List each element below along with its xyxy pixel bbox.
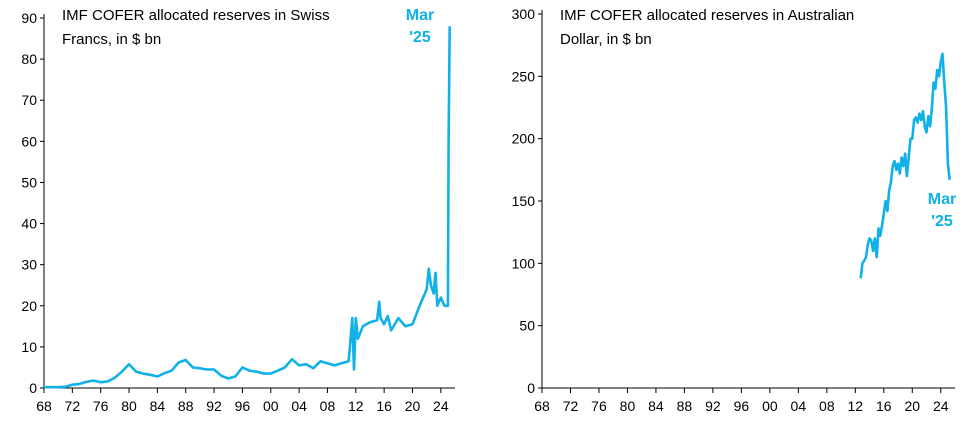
x-tick-label: 16: [376, 398, 392, 414]
x-tick-label: 08: [819, 398, 835, 414]
x-tick-label: 00: [263, 398, 279, 414]
x-tick-label: 88: [677, 398, 693, 414]
y-tick-label: 200: [512, 131, 536, 147]
x-tick-label: 88: [178, 398, 194, 414]
y-tick-label: 50: [519, 318, 535, 334]
swiss-franc-chart-canvas: 0 10 20 30 40 50 60 70 80 90 68 72 76 80 84 88 92 96 00 04 0…: [21, 7, 455, 414]
x-tick-label: 72: [65, 398, 81, 414]
swiss-franc-chart: 0 10 20 30 40 50 60 70 80 90 68 72 76 80 84 88 92 96 00 04 0…: [21, 7, 455, 414]
series-line: [44, 26, 451, 389]
x-tick-label: 80: [121, 398, 137, 414]
x-tick-label: 04: [791, 398, 807, 414]
x-tick-label: 92: [206, 398, 222, 414]
x-tick-label: 96: [235, 398, 251, 414]
x-tick-label: 68: [534, 398, 550, 414]
chart-title-line: IMF COFER allocated reserves in Australi…: [560, 7, 854, 24]
y-tick-label: 0: [29, 380, 37, 396]
x-tick-label: 92: [705, 398, 721, 414]
y-tick-label: 60: [21, 133, 37, 149]
y-tick-label: 250: [512, 68, 536, 84]
x-tick-label: 96: [734, 398, 750, 414]
chart-title-line: Dollar, in $ bn: [560, 31, 652, 48]
x-tick-label: 76: [93, 398, 109, 414]
x-tick-label: 80: [620, 398, 636, 414]
x-tick-label: 76: [591, 398, 607, 414]
annotation-label: Mar: [406, 7, 434, 24]
x-tick-label: 12: [348, 398, 364, 414]
australian-dollar-chart: 0 50 100 150 200 250 300 68 72 76 80 84 88 92 96 00 04 08…: [480, 0, 960, 422]
y-tick-label: 10: [21, 339, 37, 355]
y-tick-label: 40: [21, 216, 37, 232]
annotation-label: Mar: [928, 191, 956, 208]
y-tick-label: 20: [21, 298, 37, 314]
x-tick-label: 12: [848, 398, 864, 414]
x-tick-label: 04: [291, 398, 307, 414]
y-tick-label: 90: [21, 10, 37, 26]
y-tick-label: 300: [512, 6, 536, 22]
x-tick-label: 20: [904, 398, 920, 414]
y-tick-label: 0: [527, 380, 535, 396]
y-tick-label: 100: [512, 255, 536, 271]
x-tick-label: 24: [433, 398, 449, 414]
y-tick-label: 30: [21, 257, 37, 273]
y-tick-label: 150: [512, 193, 536, 209]
x-tick-label: 84: [648, 398, 664, 414]
y-tick-label: 50: [21, 174, 37, 190]
x-tick-label: 24: [933, 398, 949, 414]
x-tick-label: 72: [563, 398, 579, 414]
x-tick-label: 16: [876, 398, 892, 414]
x-tick-label: 08: [320, 398, 336, 414]
y-tick-label: 80: [21, 51, 37, 67]
chart-title-line: IMF COFER allocated reserves in Swiss: [62, 7, 330, 24]
y-tick-label: 70: [21, 92, 37, 108]
x-tick-label: 20: [405, 398, 421, 414]
series-line: [859, 52, 951, 279]
x-tick-label: 68: [36, 398, 52, 414]
australian-dollar-chart-canvas: 0 50 100 150 200 250 300 68 72 76 80 84 88 92 96 00 04 08…: [512, 6, 957, 414]
annotation-label: '25: [409, 29, 431, 46]
x-tick-label: 00: [762, 398, 778, 414]
x-tick-label: 84: [150, 398, 166, 414]
chart-title-line: Francs, in $ bn: [62, 31, 161, 48]
annotation-label: '25: [931, 213, 953, 230]
